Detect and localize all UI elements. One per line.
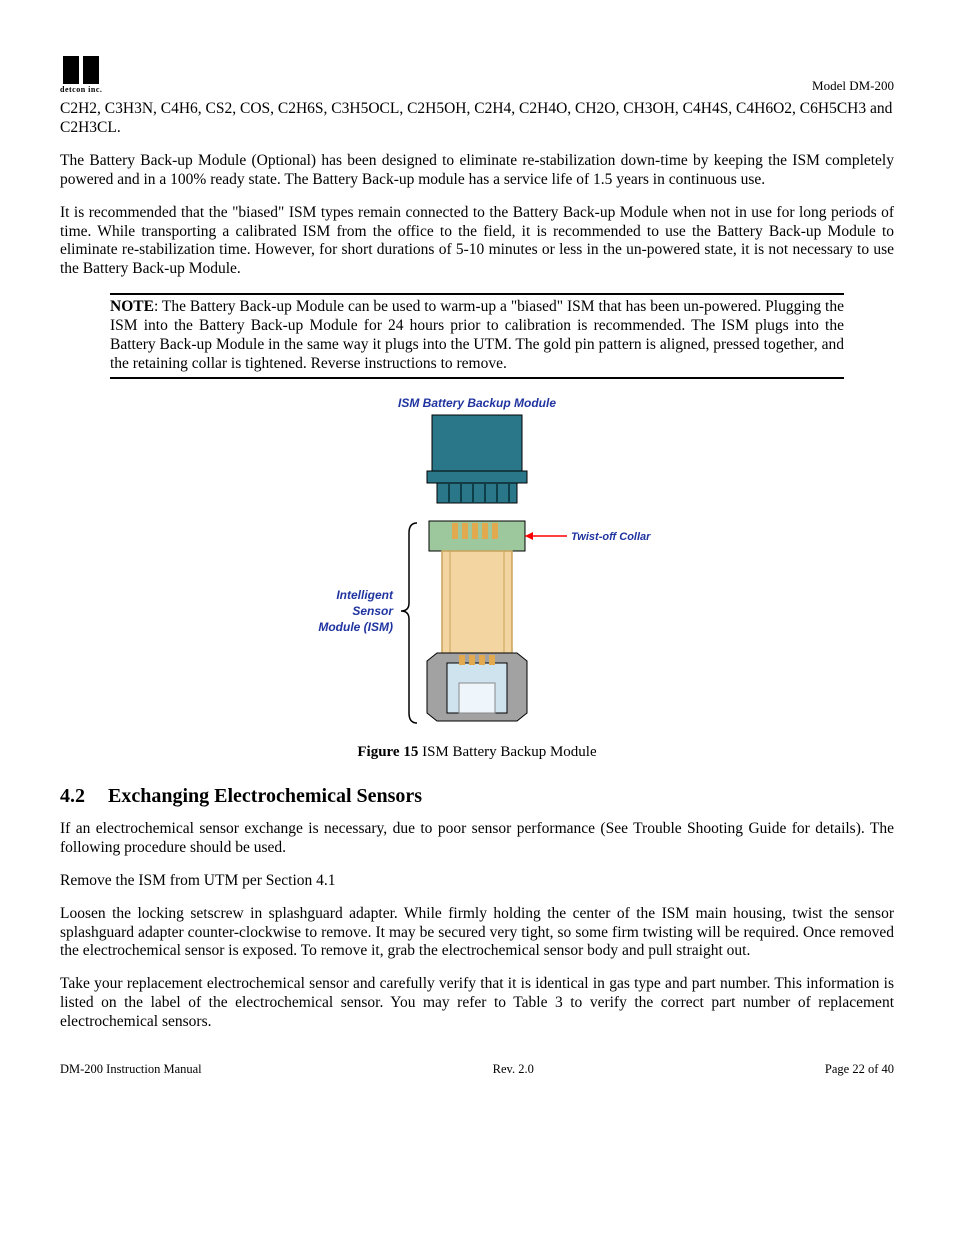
header-model: Model DM-200: [812, 78, 894, 94]
note-box: NOTE: The Battery Back-up Module can be …: [110, 293, 844, 379]
page-footer: DM-200 Instruction Manual Rev. 2.0 Page …: [60, 1062, 894, 1077]
paragraph-exchange-intro: If an electrochemical sensor exchange is…: [60, 820, 894, 858]
footer-left: DM-200 Instruction Manual: [60, 1062, 202, 1077]
note-body: : The Battery Back-up Module can be used…: [110, 298, 844, 372]
collar-callout: Twist-off Collar: [525, 531, 651, 543]
ism-diagram-svg: ISM Battery Backup Module: [237, 393, 717, 733]
page-content: detcon inc. Model DM-200 C2H2, C3H3N, C4…: [0, 0, 954, 1117]
ism-base-shape: [427, 653, 527, 721]
battery-backup-module-shape: [427, 415, 527, 503]
ism-body-shape: [442, 551, 512, 661]
logo: detcon inc.: [60, 56, 102, 94]
twist-off-collar-shape: [429, 521, 525, 551]
collar-label: Twist-off Collar: [571, 531, 651, 543]
paragraph-remove-ism: Remove the ISM from UTM per Section 4.1: [60, 872, 894, 891]
diagram-title: ISM Battery Backup Module: [398, 396, 556, 410]
figure-caption-bold: Figure 15: [357, 744, 418, 760]
ism-label-2: Sensor: [352, 604, 394, 618]
section-heading-4-2: 4.2Exchanging Electrochemical Sensors: [60, 785, 894, 808]
paragraph-replacement: Take your replacement electrochemical se…: [60, 975, 894, 1032]
note-label: NOTE: [110, 298, 154, 315]
footer-right: Page 22 of 40: [825, 1062, 894, 1077]
figure-caption-rest: ISM Battery Backup Module: [418, 744, 596, 760]
ism-callout: Intelligent Sensor Module (ISM): [318, 523, 417, 723]
paragraph-battery-intro: The Battery Back-up Module (Optional) ha…: [60, 152, 894, 190]
paragraph-chem-list: C2H2, C3H3N, C4H6, CS2, COS, C2H6S, C3H5…: [60, 100, 894, 138]
logo-text: detcon inc.: [60, 85, 102, 94]
figure-caption: Figure 15 ISM Battery Backup Module: [60, 744, 894, 761]
ism-label-3: Module (ISM): [318, 620, 393, 634]
section-number: 4.2: [60, 785, 108, 808]
paragraph-battery-recommend: It is recommended that the "biased" ISM …: [60, 204, 894, 280]
footer-center: Rev. 2.0: [493, 1062, 534, 1077]
section-title: Exchanging Electrochemical Sensors: [108, 785, 422, 807]
figure-15: ISM Battery Backup Module: [60, 393, 894, 761]
ism-label-1: Intelligent: [336, 588, 394, 602]
paragraph-loosen: Loosen the locking setscrew in splashgua…: [60, 905, 894, 962]
logo-icon: [63, 56, 99, 84]
page-header: detcon inc. Model DM-200: [60, 56, 894, 94]
